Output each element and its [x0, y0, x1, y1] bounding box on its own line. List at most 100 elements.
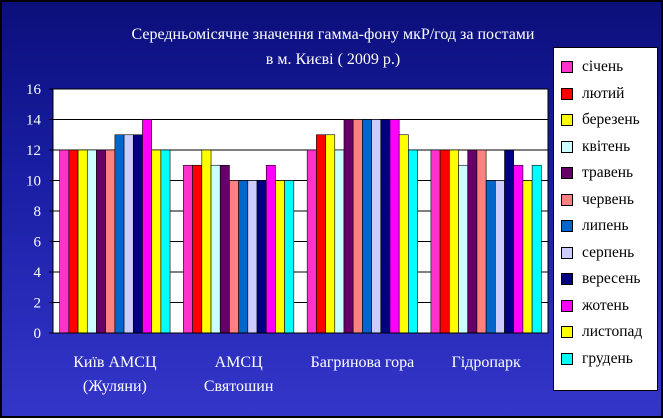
bar — [265, 164, 276, 334]
x-category-label: АМСЦ — [215, 354, 263, 371]
legend: січень лютий березень квітень травень червень… — [553, 47, 658, 391]
bar — [343, 119, 354, 334]
bar — [325, 134, 336, 334]
bar — [114, 134, 125, 334]
bar — [316, 134, 326, 334]
y-tick-label: 14 — [26, 113, 42, 129]
x-category-label: (Жуляни) — [83, 378, 147, 395]
y-tick-label: 8 — [34, 204, 42, 220]
y-tick-label: 4 — [34, 265, 42, 281]
bar — [495, 180, 505, 334]
legend-item: січень — [554, 54, 657, 81]
y-tick-label: 2 — [34, 296, 42, 312]
legend-label: вересень — [582, 270, 641, 288]
bar — [132, 134, 143, 334]
bar — [123, 134, 134, 334]
bar — [192, 164, 203, 334]
legend-swatch — [561, 114, 573, 127]
chart-title-line: Середньомісячне значення гамма-фону мкР/… — [132, 26, 535, 43]
bar — [531, 164, 542, 334]
bar — [284, 180, 295, 334]
legend-label: серпень — [582, 243, 635, 261]
legend-swatch — [561, 61, 573, 74]
y-tick-label: 0 — [34, 326, 42, 342]
legend-label: грудень — [582, 349, 633, 367]
bar — [59, 149, 70, 334]
bar — [485, 180, 496, 334]
bar — [334, 149, 345, 334]
bar — [306, 149, 317, 334]
bar — [408, 149, 418, 334]
legend-swatch — [561, 167, 573, 180]
x-category-label: Святошин — [204, 378, 274, 395]
bar — [105, 149, 116, 334]
legend-swatch — [561, 273, 573, 286]
bar — [513, 164, 524, 334]
legend-swatch — [561, 220, 573, 233]
x-category-label: Гідропарк — [451, 354, 521, 371]
legend-item: червень — [554, 187, 657, 214]
legend-label: жотень — [582, 296, 629, 314]
bar — [522, 180, 533, 334]
bar — [160, 149, 171, 334]
legend-label: листопад — [582, 323, 643, 341]
legend-item: лютий — [554, 81, 657, 108]
chart-title-line: в м. Києві ( 2009 р.) — [266, 51, 400, 68]
x-category-label: Багринова гора — [311, 354, 415, 371]
bar — [439, 149, 450, 334]
legend-label: лютий — [582, 84, 625, 102]
legend-label: травень — [582, 164, 634, 182]
bar — [256, 180, 267, 334]
bar — [458, 164, 469, 334]
bar — [68, 149, 79, 334]
x-category-label: Київ АМСЦ — [73, 354, 157, 371]
legend-label: липень — [582, 217, 629, 235]
bar — [77, 149, 88, 334]
legend-swatch — [561, 87, 573, 100]
bar — [247, 180, 258, 334]
bar — [96, 149, 106, 334]
bar — [142, 119, 152, 334]
bar — [389, 119, 400, 334]
legend-item: жотень — [554, 293, 657, 320]
legend-label: березень — [582, 111, 640, 129]
bar — [352, 119, 363, 334]
legend-swatch — [561, 193, 573, 206]
legend-item: липень — [554, 213, 657, 240]
bar — [362, 119, 372, 334]
bar — [371, 119, 382, 334]
legend-item: квітень — [554, 134, 657, 161]
bar — [219, 164, 230, 334]
bar — [504, 149, 515, 334]
bar — [380, 119, 391, 334]
bar — [86, 149, 97, 334]
bar — [467, 149, 478, 334]
legend-swatch — [561, 326, 573, 339]
legend-swatch — [561, 140, 573, 153]
legend-item: грудень — [554, 346, 657, 373]
legend-item: вересень — [554, 266, 657, 293]
y-tick-label: 6 — [34, 235, 42, 251]
bar — [238, 180, 249, 334]
legend-label: січень — [582, 58, 624, 76]
y-tick-label: 16 — [26, 82, 42, 98]
bar — [229, 180, 239, 334]
legend-swatch — [561, 352, 573, 365]
legend-label: червень — [582, 190, 634, 208]
legend-label: квітень — [582, 137, 631, 155]
bar — [201, 149, 212, 334]
legend-item: березень — [554, 107, 657, 134]
bar — [275, 180, 285, 334]
legend-swatch — [561, 299, 573, 312]
bar — [210, 164, 221, 334]
bar — [449, 149, 459, 334]
bar — [476, 149, 487, 334]
legend-item: травень — [554, 160, 657, 187]
legend-item: листопад — [554, 319, 657, 346]
bar — [151, 149, 162, 334]
bar — [183, 164, 193, 334]
y-tick-label: 10 — [26, 174, 41, 190]
legend-item: серпень — [554, 240, 657, 267]
